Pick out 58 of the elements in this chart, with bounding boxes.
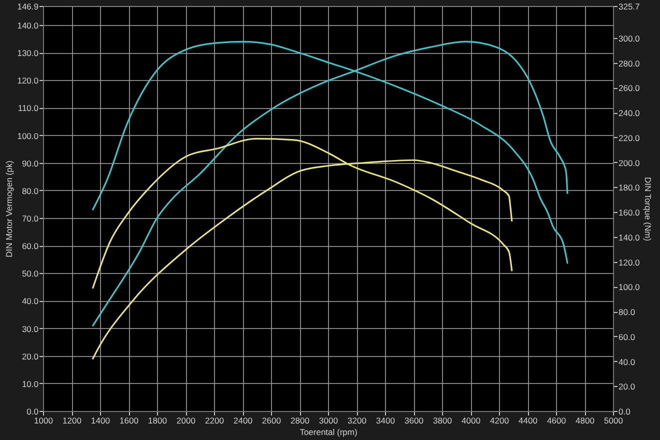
x-tick-label: 1200 <box>62 416 82 426</box>
y-tick-label: 50.0 <box>22 268 39 279</box>
y-tick-label: 130.0 <box>17 48 39 58</box>
y2-tick-label: 40.0 <box>618 356 636 367</box>
x-tick-label: 2000 <box>176 416 196 426</box>
y-tick-label: 10.0 <box>22 378 39 389</box>
line-series <box>92 40 568 326</box>
y2-tick-label: 200.0 <box>618 158 640 168</box>
y2-tick-label: 260.0 <box>618 83 640 94</box>
y2-tick-label: 60.0 <box>618 332 636 342</box>
y2-tick-label: 300.0 <box>618 33 640 44</box>
y2-tick-label: 220.0 <box>618 132 640 143</box>
y-tick-label: 140.0 <box>17 20 39 31</box>
y2-axis-title: DIN Torque (Nm) <box>642 176 653 242</box>
y-tick-label: 120.0 <box>17 76 39 86</box>
y2-tick-label: 120.0 <box>618 257 640 268</box>
x-tick-label: 4400 <box>518 416 538 426</box>
y2-tick-label: 180.0 <box>618 182 640 193</box>
y-tick-label: 146.9 <box>17 2 39 12</box>
y2-tick-label: 280.0 <box>618 58 640 68</box>
y-tick-label: 110.0 <box>18 103 39 114</box>
x-tick-label: 2600 <box>262 416 282 426</box>
y2-tick-label: 240.0 <box>618 108 640 118</box>
y2-tick-label: 140.0 <box>618 232 640 242</box>
x-tick-label: 3400 <box>376 416 396 426</box>
x-tick-label: 2400 <box>234 416 253 426</box>
y-tick-label: 100.0 <box>17 130 39 141</box>
x-tick-label: 1800 <box>148 416 168 426</box>
y2-tick-label: 80.0 <box>618 307 636 318</box>
x-tick-label: 1400 <box>91 416 110 426</box>
x-tick-label: 5000 <box>604 416 624 426</box>
y2-tick-label: 0.0 <box>618 406 631 416</box>
y-tick-label: 20.0 <box>22 351 39 362</box>
x-tick-label: 2200 <box>205 416 224 426</box>
y-tick-label: 30.0 <box>22 324 39 334</box>
y-axis-title: DIN Motor Vermogen (pk) <box>4 160 14 258</box>
x-tick-label: 3000 <box>319 416 338 426</box>
x-tick-label: 2800 <box>290 416 310 426</box>
x-tick-label: 3200 <box>348 416 367 426</box>
y-tick-label: 0.0 <box>26 406 39 416</box>
y-tick-label: 40.0 <box>22 296 39 306</box>
x-tick-label: 4200 <box>490 416 510 426</box>
y2-tick-label: 100.0 <box>618 282 640 292</box>
y2-tick-label: 160.0 <box>618 208 640 218</box>
y-tick-label: 90.0 <box>22 158 39 168</box>
x-tick-label: 4600 <box>547 416 566 426</box>
x-tick-label: 4800 <box>576 416 595 426</box>
x-tick-label: 3600 <box>404 416 424 426</box>
x-tick-label: 1000 <box>34 416 54 426</box>
x-tick-label: 1600 <box>120 416 139 426</box>
y-tick-label: 60.0 <box>22 241 39 252</box>
y-tick-label: 80.0 <box>22 186 39 196</box>
x-tick-label: 4000 <box>462 416 481 426</box>
y2-tick-label: 325.7 <box>618 2 640 12</box>
x-tick-label: 3800 <box>433 416 452 426</box>
x-axis-title: Toerental (rpm) <box>300 427 358 437</box>
y-tick-label: 70.0 <box>22 214 39 224</box>
y2-tick-label: 20.0 <box>618 382 636 392</box>
